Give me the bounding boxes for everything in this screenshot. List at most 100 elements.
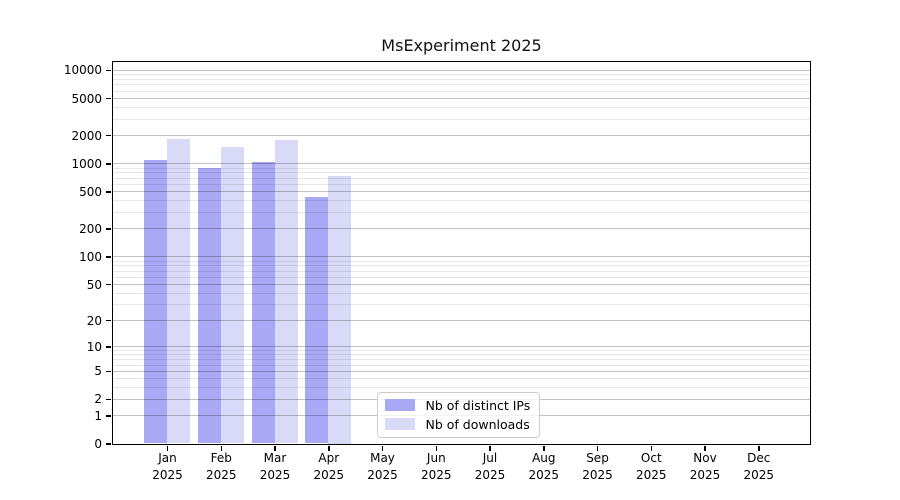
y-tick-label-5: 5: [94, 364, 102, 379]
x-tick-label-mar: Mar 2025: [243, 450, 307, 484]
gridline-minor-9000: [112, 74, 810, 76]
x-tick-mark-apr: [328, 445, 330, 451]
gridline-minor-7000: [112, 84, 810, 86]
y-tick-label-10000: 10000: [63, 63, 102, 78]
y-tick-label-10: 10: [86, 339, 102, 354]
bar-downloads-mar: [274, 139, 298, 444]
legend-label-downloads: Nb of downloads: [425, 416, 530, 432]
x-tick-mark-jul: [489, 445, 491, 451]
y-tick-mark-1000: [106, 163, 111, 165]
x-tick-mark-jun: [435, 445, 437, 451]
bar-distinct-ips-mar: [251, 161, 275, 444]
bar-downloads-feb: [220, 146, 244, 444]
x-tick-label-year: 2025: [582, 468, 613, 482]
x-tick-mark-feb: [220, 445, 222, 451]
x-tick-label-month: May: [370, 451, 395, 465]
gridline-minor-3000: [112, 118, 810, 120]
x-tick-label-apr: Apr 2025: [297, 450, 361, 484]
legend-label-distinct-ips: Nb of distinct IPs: [425, 397, 531, 413]
x-tick-label-oct: Oct 2025: [619, 450, 683, 484]
x-tick-label-sep: Sep 2025: [566, 450, 630, 484]
legend-swatch-distinct-ips: [384, 399, 415, 411]
x-tick-label-jun: Jun 2025: [404, 450, 468, 484]
chart-title: MsExperiment 2025: [381, 36, 542, 55]
y-tick-mark-100: [106, 256, 111, 258]
x-tick-label-year: 2025: [313, 468, 345, 482]
x-tick-mark-sep: [596, 445, 599, 451]
gridline-major-2000: [112, 135, 810, 137]
gridline-major-10000: [112, 69, 810, 71]
x-tick-label-year: 2025: [528, 468, 560, 482]
bar-distinct-ips-feb: [197, 168, 221, 444]
x-tick-label-month: Jun: [426, 451, 446, 465]
gridline-minor-8000: [112, 78, 810, 80]
x-tick-label-month: Dec: [747, 451, 771, 465]
x-tick-mark-jan: [166, 445, 169, 451]
y-tick-mark-2: [106, 398, 111, 401]
y-tick-label-500: 500: [79, 184, 102, 199]
x-tick-label-may: May 2025: [351, 450, 415, 484]
x-tick-label-month: Apr: [318, 451, 340, 465]
x-tick-label-aug: Aug 2025: [512, 450, 576, 484]
x-tick-label-month: Feb: [210, 451, 232, 465]
bar-downloads-apr: [328, 176, 352, 444]
bar-distinct-ips-jan: [144, 160, 167, 444]
y-tick-mark-200: [106, 228, 111, 230]
gridline-minor-6000: [112, 90, 810, 92]
x-tick-label-feb: Feb 2025: [189, 450, 253, 484]
x-tick-mark-oct: [650, 445, 652, 451]
x-tick-label-year: 2025: [259, 468, 291, 482]
bar-distinct-ips-apr: [305, 197, 329, 444]
y-tick-label-1000: 1000: [71, 156, 102, 171]
x-tick-label-month: Oct: [640, 451, 662, 465]
x-tick-label-year: 2025: [689, 468, 721, 482]
x-tick-label-month: Jul: [482, 451, 498, 465]
legend-item-downloads: Nb of downloads: [384, 416, 531, 432]
x-tick-label-year: 2025: [206, 468, 237, 482]
x-tick-label-month: Jan: [158, 451, 177, 465]
x-tick-label-year: 2025: [743, 468, 775, 482]
y-tick-mark-2000: [106, 134, 111, 137]
gridline-major-5000: [112, 98, 810, 99]
y-tick-label-200: 200: [79, 221, 102, 236]
x-tick-label-year: 2025: [474, 468, 506, 482]
y-tick-label-5000: 5000: [71, 91, 102, 106]
legend-item-distinct-ips: Nb of distinct IPs: [384, 397, 531, 413]
x-tick-label-year: 2025: [636, 468, 667, 482]
x-tick-label-month: Sep: [586, 451, 609, 465]
y-tick-label-2000: 2000: [71, 128, 102, 143]
x-tick-mark-mar: [274, 445, 276, 451]
x-tick-label-dec: Dec 2025: [727, 450, 791, 484]
x-tick-label-year: 2025: [152, 468, 183, 482]
x-tick-label-jul: Jul 2025: [458, 450, 522, 484]
legend-swatch-downloads: [384, 418, 415, 430]
y-tick-label-0: 0: [94, 437, 102, 451]
x-tick-label-year: 2025: [367, 468, 398, 482]
y-tick-label-2: 2: [94, 392, 102, 407]
y-tick-mark-10000: [106, 69, 111, 72]
gridline-minor-4000: [112, 107, 810, 109]
x-tick-label-month: Nov: [693, 451, 717, 465]
y-tick-mark-10: [106, 346, 111, 348]
x-tick-mark-may: [381, 445, 384, 451]
y-tick-label-100: 100: [79, 249, 102, 264]
x-tick-label-month: Aug: [532, 451, 556, 465]
y-tick-mark-0: [106, 443, 111, 445]
y-tick-mark-20: [106, 319, 111, 322]
x-tick-label-jan: Jan 2025: [136, 450, 200, 484]
x-tick-mark-dec: [758, 445, 760, 451]
x-tick-mark-aug: [543, 445, 545, 451]
y-tick-label-1: 1: [94, 408, 102, 423]
plot-area: Nb of distinct IPs Nb of downloads: [111, 60, 811, 445]
y-tick-mark-1: [106, 415, 111, 417]
bar-downloads-jan: [167, 138, 190, 444]
x-tick-label-nov: Nov 2025: [673, 450, 737, 484]
x-tick-label-year: 2025: [421, 468, 452, 482]
y-tick-mark-50: [106, 283, 111, 286]
legend: Nb of distinct IPs Nb of downloads: [376, 391, 541, 438]
y-tick-mark-500: [106, 191, 111, 193]
gridline-major-1000: [112, 163, 810, 165]
y-tick-mark-5000: [106, 97, 111, 100]
x-tick-label-month: Mar: [263, 451, 287, 465]
